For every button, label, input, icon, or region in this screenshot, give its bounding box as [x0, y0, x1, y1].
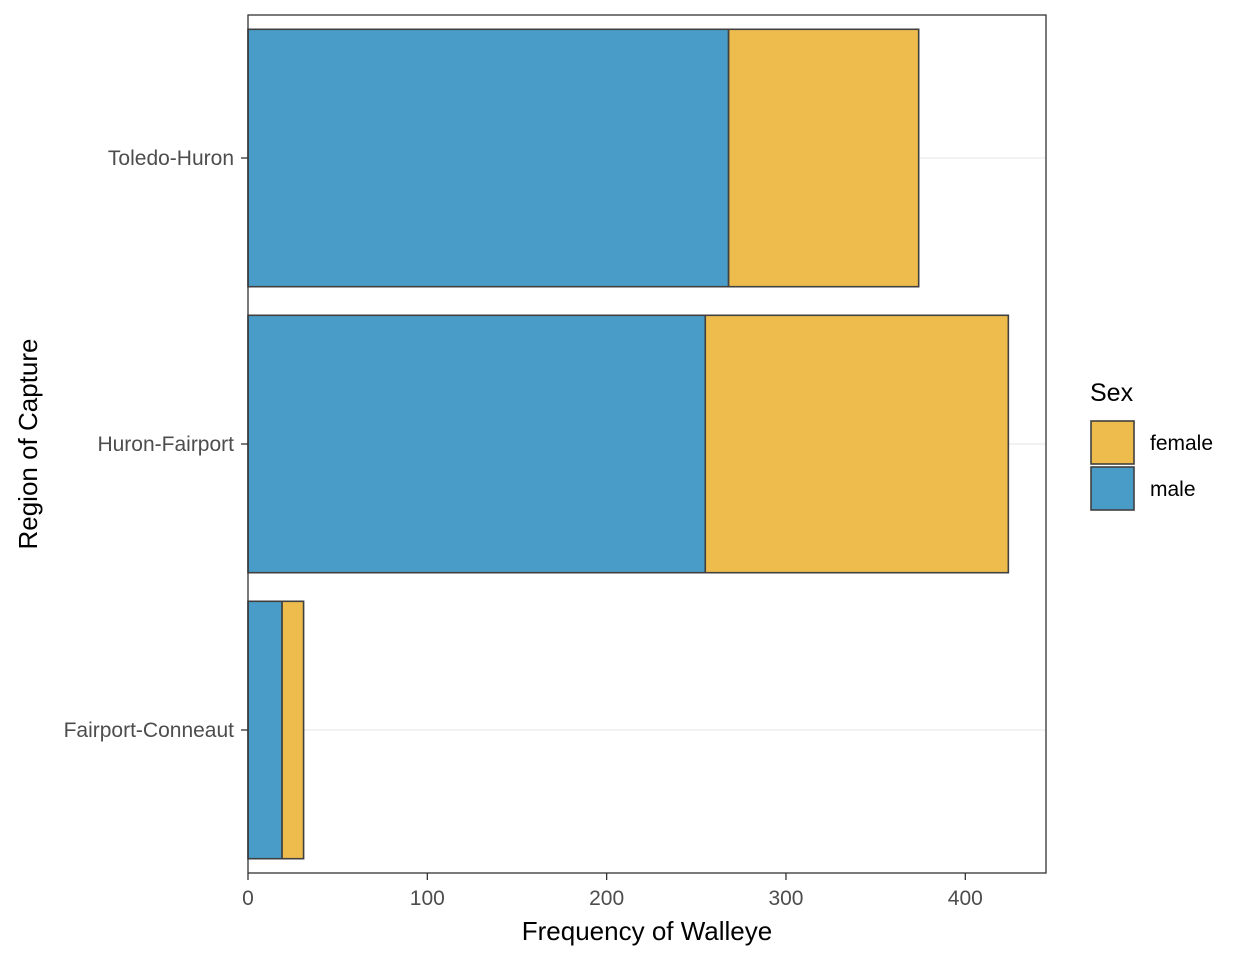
y-tick-label: Fairport-Conneaut — [64, 719, 235, 742]
bar-fairport-conneaut-female — [281, 600, 305, 860]
x-tick-label: 200 — [589, 887, 624, 910]
legend-swatch-male — [1090, 466, 1135, 511]
bars — [247, 28, 1010, 860]
bar-toledo-huron-male — [247, 28, 730, 288]
legend: Sex female male — [1090, 379, 1213, 511]
legend-swatch-female — [1090, 420, 1135, 465]
x-axis: 0 100 200 300 400 — [242, 873, 983, 910]
legend-label-male: male — [1150, 478, 1196, 501]
x-axis-title: Frequency of Walleye — [522, 916, 772, 946]
y-tick-label: Toledo-Huron — [108, 147, 234, 170]
bar-fairport-conneaut-male — [247, 600, 283, 860]
bar-toledo-huron-female — [727, 28, 920, 288]
x-tick-label: 0 — [242, 887, 254, 910]
y-axis-title: Region of Capture — [13, 338, 43, 549]
bar-huron-fairport-female — [704, 314, 1010, 574]
legend-title: Sex — [1090, 379, 1134, 407]
y-tick-label: Huron-Fairport — [97, 433, 234, 456]
legend-label-female: female — [1150, 432, 1213, 455]
x-tick-label: 400 — [948, 887, 983, 910]
bar-huron-fairport-male — [247, 314, 707, 574]
y-axis: Fairport-Conneaut Huron-Fairport Toledo-Hu… — [64, 147, 248, 742]
x-tick-label: 300 — [768, 887, 803, 910]
x-tick-label: 100 — [410, 887, 445, 910]
